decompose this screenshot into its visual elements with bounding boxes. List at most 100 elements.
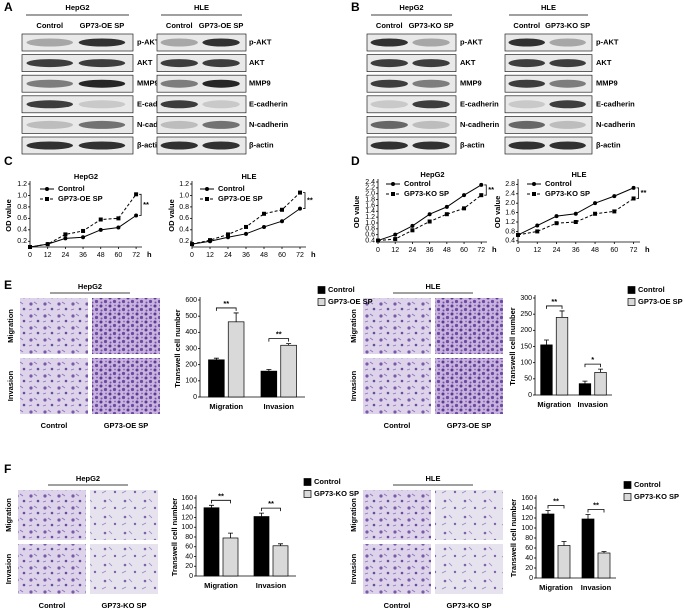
y-tick-label: 160 [181, 495, 193, 502]
significance-bracket [268, 338, 290, 342]
micrograph [435, 298, 503, 354]
band [412, 100, 450, 109]
row-label: p-AKT [460, 37, 483, 46]
error-bar [233, 312, 239, 322]
x-tick-label: 0 [376, 247, 380, 254]
y-tick-label: 0.4 [179, 227, 189, 234]
bar [594, 372, 607, 396]
point [535, 229, 540, 234]
micrograph [363, 298, 431, 354]
y-tick-label: 0.6 [179, 215, 189, 222]
point [479, 182, 484, 187]
micrograph [363, 544, 431, 594]
point [631, 185, 636, 190]
column-label: GP73-KO SP [446, 601, 491, 610]
point [631, 196, 636, 201]
x-tick-label: 48 [260, 252, 268, 259]
y-tick-label: 100 [521, 525, 533, 532]
band [508, 59, 546, 68]
micrograph [92, 358, 160, 414]
x-tick-label: 0 [516, 247, 520, 254]
legend-label: Control [58, 184, 85, 193]
x-tick-label: 36 [79, 252, 87, 259]
y-tick-label: 80 [525, 535, 533, 542]
band [26, 59, 74, 68]
row-label: MMP9 [460, 79, 482, 88]
y-tick-label: 400 [185, 329, 197, 336]
panel-label: A [4, 0, 13, 14]
x-tick-label: 48 [591, 247, 599, 254]
blot-strip [504, 116, 593, 134]
band [549, 100, 586, 109]
column-label: Control [513, 21, 540, 30]
micrograph [92, 298, 160, 354]
significance-label: ** [223, 299, 229, 308]
blot-strip [21, 116, 134, 134]
x-tick-label: 24 [553, 247, 561, 254]
legend-swatch [303, 490, 312, 498]
point [612, 209, 617, 214]
point [63, 232, 68, 237]
x-tick-label: 0 [28, 252, 32, 259]
point [376, 238, 380, 243]
y-tick-label: 0 [529, 575, 533, 582]
error-bar [259, 512, 264, 517]
row-label: Migration [6, 309, 15, 343]
legend-marker [45, 187, 49, 191]
y-tick-label: 0 [528, 392, 532, 399]
point [462, 193, 467, 198]
bar [555, 317, 569, 396]
bar [557, 545, 571, 579]
y-tick-label: 2.2 [365, 185, 375, 192]
point [63, 236, 68, 241]
micrograph [20, 358, 88, 414]
significance-label: ** [593, 500, 599, 509]
legend-swatch [317, 286, 326, 294]
y-tick-label: 40 [185, 553, 193, 560]
x-tick-label: 72 [296, 252, 304, 259]
point [462, 206, 467, 211]
error-bar [585, 514, 591, 519]
y-axis-label: OD value [4, 199, 13, 232]
y-tick-label: 1.6 [365, 202, 375, 209]
blot-strip [504, 33, 593, 52]
point [612, 194, 617, 199]
panel-label: F [4, 462, 11, 476]
cell-line-label: HepG2 [78, 282, 102, 291]
significance-label: ** [268, 499, 274, 508]
point [593, 211, 598, 216]
x-tick-label: 72 [132, 252, 140, 259]
significance-label: ** [143, 200, 149, 209]
legend-label: GP73-OE SP [58, 194, 103, 203]
point [444, 204, 449, 209]
row-label: p-AKT [249, 37, 272, 46]
column-label: Control [166, 21, 193, 30]
row-label: AKT [249, 58, 265, 67]
row-label: p-AKT [137, 37, 160, 46]
x-tick-label: Migration [209, 402, 243, 411]
x-tick-label: 0 [190, 252, 194, 259]
bar [540, 344, 553, 396]
error-bar [545, 510, 551, 514]
error-bar [598, 368, 604, 373]
row-label: N-cadherin [596, 120, 636, 129]
row-label: β-actin [249, 140, 274, 149]
panel-label: D [351, 154, 360, 168]
y-tick-label: 200 [185, 362, 197, 369]
cell-line-label: HLE [426, 474, 441, 483]
column-label: GP73-KO SP [101, 601, 146, 610]
blot-strip [366, 95, 457, 114]
point [244, 224, 248, 229]
band [370, 120, 408, 129]
column-label: GP73-OE SP [80, 21, 125, 30]
legend-marker [391, 182, 395, 186]
error-bar [209, 504, 214, 508]
row-label: MMP9 [249, 79, 271, 88]
row-label: E-cadherin [249, 99, 288, 108]
x-tick-label: 12 [206, 252, 214, 259]
column-label: Control [41, 421, 68, 430]
x-tick-label: Invasion [264, 402, 295, 411]
point [208, 238, 212, 243]
point [479, 193, 484, 198]
